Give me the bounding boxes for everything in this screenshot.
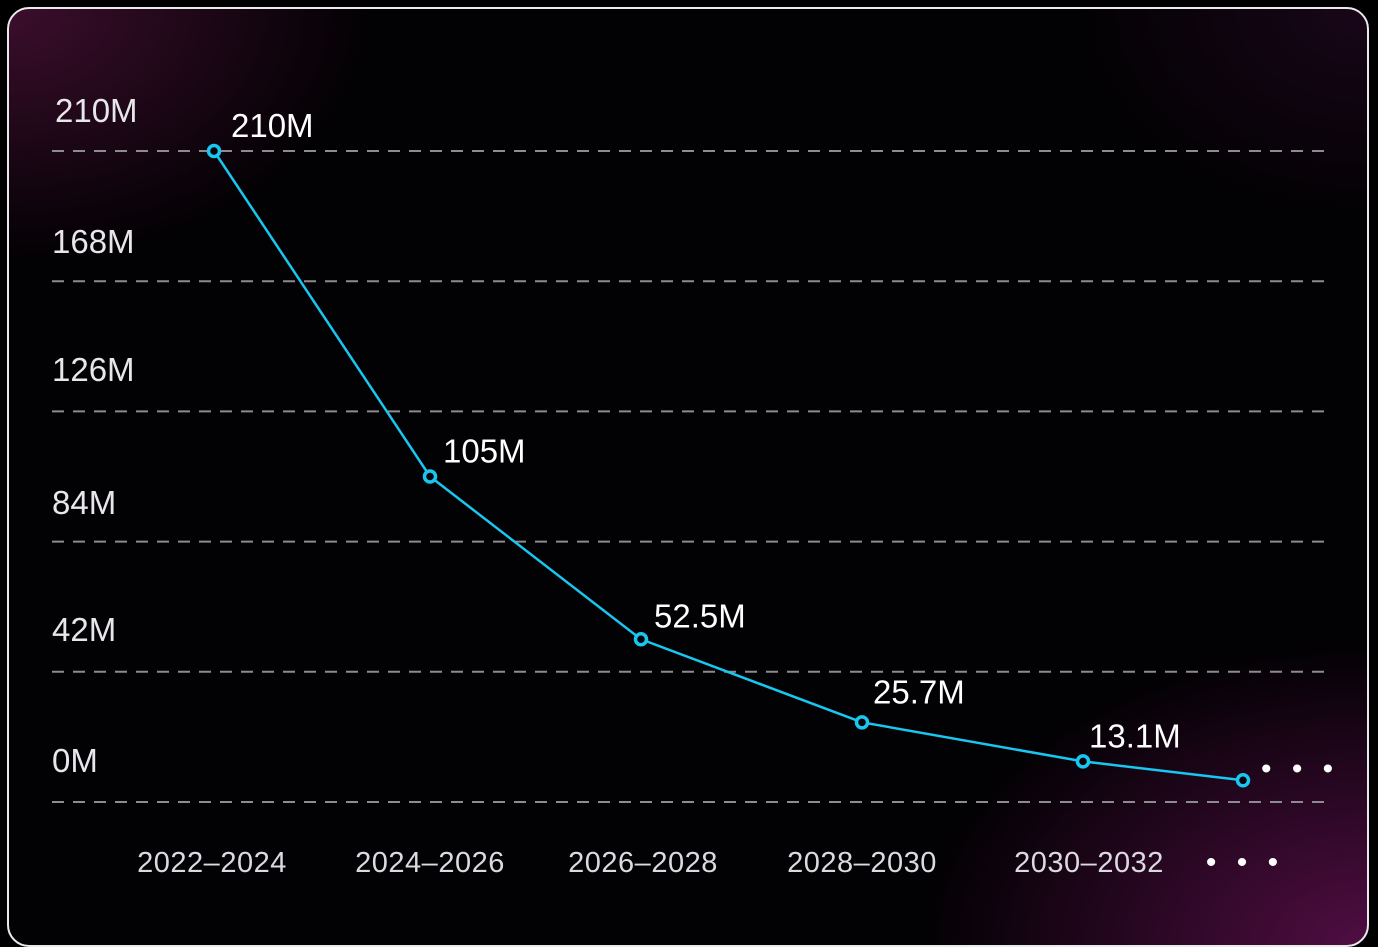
y-tick-label: 168M <box>52 223 135 260</box>
continuation-ellipsis: • • • <box>1261 752 1339 785</box>
y-tick-label: 0M <box>52 742 98 779</box>
gridlines <box>52 150 1326 803</box>
x-tick-label: 2030–2032 <box>1014 847 1164 879</box>
x-tick-label: 2022–2024 <box>137 847 287 879</box>
data-points <box>206 143 1251 788</box>
chart-card <box>7 7 1369 947</box>
series-line-group <box>212 149 1245 782</box>
y-tick-label: 84M <box>52 484 116 521</box>
y-tick-label: 210M <box>55 92 138 129</box>
data-label: 52.5M <box>654 597 746 634</box>
x-tick-label: 2024–2026 <box>355 847 505 879</box>
data-point <box>422 469 438 484</box>
x-tick-label: 2028–2030 <box>787 847 937 879</box>
data-point <box>633 632 649 647</box>
data-label: 25.7M <box>873 673 965 710</box>
y-tick-label: 42M <box>52 611 116 648</box>
x-tick-label: 2026–2028 <box>568 847 718 879</box>
data-point <box>206 143 222 159</box>
y-tick-label: 126M <box>52 351 135 388</box>
data-point <box>1235 773 1251 788</box>
data-point <box>854 715 870 730</box>
x-axis-ticks: 2022–2024 2024–2026 2026–2028 2028–2030 2030… <box>137 846 1284 879</box>
x-tick-label: • • • <box>1206 846 1284 879</box>
data-label: 105M <box>443 433 526 470</box>
data-point <box>1075 754 1091 769</box>
data-label: 210M <box>231 107 314 144</box>
y-axis-ticks: 210M 168M 126M 84M 42M 0M <box>52 92 138 779</box>
data-labels: 210M 105M 52.5M 25.7M 13.1M • • • <box>231 107 1339 785</box>
data-label: 13.1M <box>1089 717 1181 754</box>
series-line <box>212 149 1245 782</box>
